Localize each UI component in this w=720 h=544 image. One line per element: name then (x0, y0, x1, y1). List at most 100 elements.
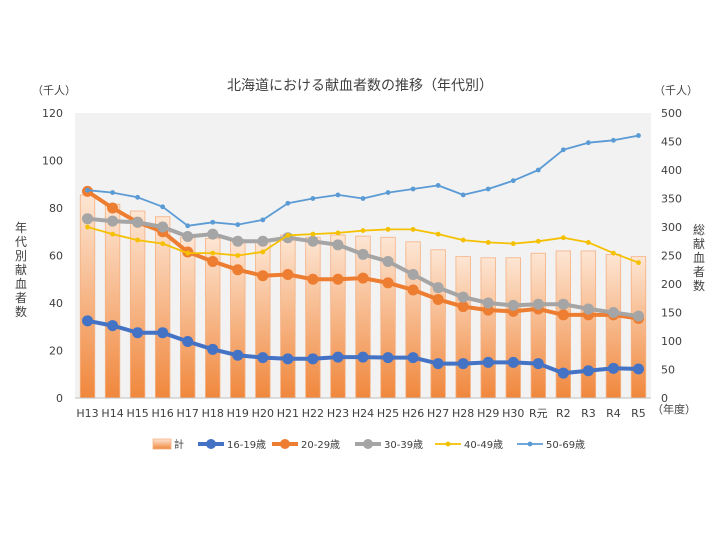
series-point (257, 352, 269, 364)
series-point (435, 183, 441, 188)
series-point (85, 224, 90, 230)
x-tick-label: H14 (101, 407, 123, 420)
right-tick-label: 0 (661, 392, 668, 405)
series-point (457, 291, 469, 303)
series-point (482, 297, 494, 309)
left-axis-label-char: 代 (15, 235, 27, 249)
legend-item-: 計 (152, 438, 184, 451)
series-point (507, 356, 519, 368)
series-point (285, 200, 291, 206)
series-point (582, 303, 594, 315)
legend-item-20-29: 20-29歳 (272, 439, 340, 451)
series-point (482, 356, 494, 368)
series-point (232, 264, 244, 276)
right-axis-label-char: 者 (693, 265, 705, 279)
x-tick-label: H17 (177, 407, 199, 420)
series-point (260, 249, 266, 255)
legend-swatch-marker (206, 439, 216, 449)
left-axis-label-char: 献 (15, 262, 27, 277)
series-point (460, 192, 466, 198)
x-tick-label: R5 (631, 407, 646, 420)
series-point (457, 301, 469, 313)
right-tick-label: 500 (661, 107, 682, 120)
right-axis-label-char: 血 (693, 251, 705, 265)
series-point (110, 190, 115, 195)
series-point (632, 310, 644, 322)
series-point (435, 231, 441, 237)
x-tick-label: R2 (556, 407, 571, 420)
left-tick-label: 0 (56, 392, 63, 405)
series-point (207, 255, 219, 267)
right-tick-label: 200 (661, 278, 682, 291)
series-point (335, 192, 341, 198)
series-point (560, 235, 566, 241)
series-point (632, 363, 644, 375)
series-point (85, 187, 90, 193)
series-50-69 (85, 133, 641, 229)
series-point (585, 240, 591, 245)
x-tick-label: R元 (529, 407, 548, 420)
series-point (382, 277, 394, 289)
series-40-49 (85, 224, 641, 266)
right-tick-label: 350 (661, 193, 682, 206)
series-point (560, 147, 566, 153)
series-point (535, 238, 541, 244)
right-tick-label: 100 (661, 335, 682, 348)
x-tick-label: H24 (352, 407, 374, 420)
series-point (160, 241, 166, 247)
series-point (607, 307, 619, 318)
left-tick-label: 20 (49, 345, 63, 358)
left-axis-label-char: 者 (15, 291, 27, 305)
x-tick-label: H19 (227, 407, 249, 420)
left-axis-label-char: 年 (15, 221, 27, 235)
x-tick-label: H15 (126, 407, 148, 420)
series-point (185, 250, 191, 256)
series-point (132, 327, 144, 339)
legend-swatch-marker (363, 439, 373, 449)
legend-label: 計 (174, 438, 184, 451)
left-tick-label: 60 (49, 250, 63, 263)
right-tick-label: 450 (661, 136, 682, 149)
series-point (332, 273, 344, 285)
right-tick-label: 300 (661, 221, 682, 234)
series-point (260, 217, 266, 223)
series-point (185, 223, 191, 229)
series-point (485, 186, 491, 192)
series-point (360, 196, 366, 201)
series-point (557, 309, 569, 321)
legend-item-50-69: 50-69歳 (517, 439, 585, 451)
series-point (607, 362, 619, 374)
total-bar (330, 234, 346, 399)
series-point (257, 235, 269, 247)
series-point (82, 315, 94, 327)
legend-item-16-19: 16-19歳 (198, 439, 266, 451)
x-tick-label: H16 (152, 407, 174, 420)
series-point (110, 231, 115, 237)
left-axis-unit: （千人） (32, 84, 76, 97)
x-tick-label: H30 (502, 407, 524, 420)
legend-label: 30-39歳 (384, 439, 423, 451)
series-point (585, 140, 591, 146)
series-point (432, 293, 444, 305)
legend-label: 16-19歳 (227, 439, 266, 451)
series-point (107, 215, 119, 227)
series-point (407, 269, 419, 280)
series-point (235, 222, 241, 228)
total-bar (280, 234, 296, 399)
left-axis-ticks: 0 20 40 60 80 100 120 (42, 107, 63, 405)
legend-label: 40-49歳 (464, 439, 503, 451)
series-point (82, 213, 94, 225)
total-bar (430, 249, 446, 399)
series-point (510, 178, 516, 184)
total-bar (455, 256, 471, 399)
x-tick-label: H13 (76, 407, 98, 420)
series-point (182, 335, 194, 347)
left-tick-label: 80 (49, 202, 63, 215)
legend-label: 20-29歳 (301, 439, 340, 451)
total-bar (255, 240, 271, 399)
legend-item-30-39: 30-39歳 (355, 439, 423, 451)
left-tick-label: 40 (49, 297, 63, 310)
x-tick-label: H29 (477, 407, 499, 420)
x-tick-label: H25 (377, 407, 399, 420)
